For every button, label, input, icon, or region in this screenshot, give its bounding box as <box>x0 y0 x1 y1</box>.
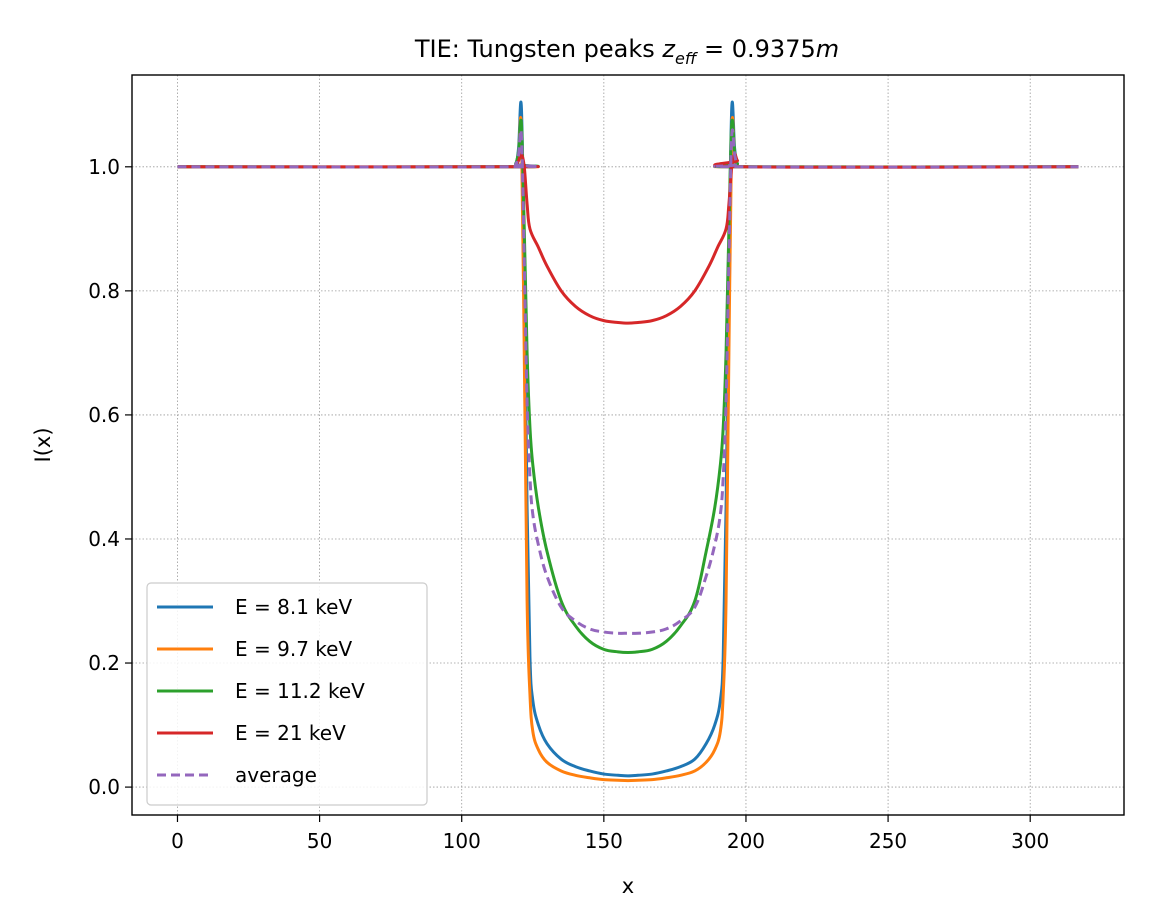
y-tick-label: 0.2 <box>88 651 120 675</box>
y-tick-label: 0.4 <box>88 527 120 551</box>
axes-frame <box>131 74 1125 816</box>
x-tick-label: 100 <box>443 829 481 853</box>
x-tick-label: 50 <box>307 829 332 853</box>
x-tick-label: 200 <box>727 829 765 853</box>
legend-label: E = 11.2 keV <box>235 679 365 703</box>
legend-box <box>146 582 428 806</box>
legend-label: E = 21 keV <box>235 721 346 745</box>
series-layer <box>177 100 1079 783</box>
x-tick-label: 0 <box>171 829 184 853</box>
legend-label: E = 9.7 keV <box>235 637 352 661</box>
y-axis-label: I(x) <box>31 427 55 462</box>
chart-title: TIE: Tungsten peaks zeff = 0.9375m <box>414 35 839 68</box>
x-tick-label: 250 <box>869 829 907 853</box>
x-tick-label: 150 <box>585 829 623 853</box>
y-axis: 0.0 0.2 0.4 0.6 0.8 1.0 <box>88 155 132 799</box>
x-axis-label: x <box>622 874 634 898</box>
y-tick-label: 0.6 <box>88 403 120 427</box>
legend-label: average <box>235 763 317 787</box>
series-line-4 <box>177 128 1079 635</box>
y-tick-label: 1.0 <box>88 155 120 179</box>
y-tick-label: 0.0 <box>88 775 120 799</box>
x-tick-label: 300 <box>1011 829 1049 853</box>
y-tick-label: 0.8 <box>88 279 120 303</box>
x-axis: 0 50 100 150 200 250 300 <box>171 815 1049 853</box>
legend-label: E = 8.1 keV <box>235 595 352 619</box>
legend: E = 8.1 keV E = 9.7 keV E = 11.2 keV E = 21… <box>146 582 428 806</box>
